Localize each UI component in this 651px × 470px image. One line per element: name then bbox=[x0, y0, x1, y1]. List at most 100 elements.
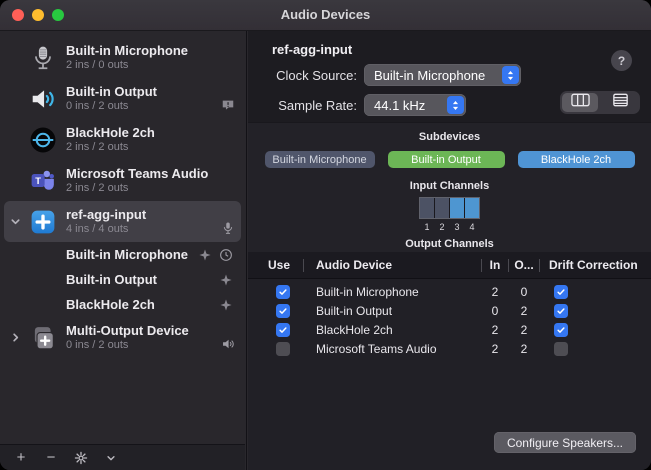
device-detail-panel: ref-agg-input ? Clock Source: Built-in M… bbox=[248, 31, 651, 470]
sidebar-subitem-built-in-output[interactable]: Built-in Output bbox=[4, 267, 241, 292]
subdevice-table-section: Use Audio Device In O... Drift Correctio… bbox=[248, 252, 651, 470]
use-cell bbox=[248, 303, 303, 318]
clock-icon bbox=[219, 248, 233, 262]
table-row-microsoft-teams-audio[interactable]: Microsoft Teams Audio 2 2 bbox=[248, 339, 651, 358]
table-row-built-in-microphone[interactable]: Built-in Microphone 2 0 bbox=[248, 282, 651, 301]
drift-icon bbox=[198, 248, 212, 262]
sample-rate-popup[interactable]: 44.1 kHz bbox=[364, 94, 466, 116]
output-channels-title: Output Channels bbox=[405, 238, 494, 250]
chevron-right-icon[interactable] bbox=[10, 332, 30, 343]
drift-correction-checkbox[interactable] bbox=[554, 341, 568, 356]
popup-stepper-icon bbox=[502, 66, 519, 84]
add-device-button[interactable]: + bbox=[16, 449, 26, 466]
clock-source-popup[interactable]: Built-in Microphone bbox=[364, 64, 521, 86]
table-row-built-in-output[interactable]: Built-in Output 0 2 bbox=[248, 301, 651, 320]
use-checkbox[interactable] bbox=[276, 322, 290, 337]
subdevice-pill-built-in-output[interactable]: Built-in Output bbox=[387, 151, 505, 168]
in-cell: 2 bbox=[491, 341, 499, 356]
chevron-down-icon[interactable] bbox=[96, 445, 126, 470]
chevron-down-icon[interactable] bbox=[10, 216, 30, 227]
sidebar-subitem-built-in-microphone[interactable]: Built-in Microphone bbox=[4, 242, 241, 267]
use-checkbox[interactable] bbox=[276, 284, 290, 299]
drift-cell bbox=[540, 322, 651, 337]
in-cell: 2 bbox=[491, 322, 499, 337]
minimize-button[interactable] bbox=[32, 9, 44, 21]
column-divider bbox=[303, 258, 304, 272]
rows-view-segment[interactable] bbox=[602, 93, 638, 112]
sidebar-item-blackhole-2ch[interactable]: BlackHole 2ch 2 ins / 2 outs bbox=[4, 119, 241, 160]
close-button[interactable] bbox=[12, 9, 24, 21]
table-row-blackhole-2ch[interactable]: BlackHole 2ch 2 2 bbox=[248, 320, 651, 339]
sidebar-item-built-in-output[interactable]: Built-in Output 0 ins / 2 outs bbox=[4, 78, 241, 119]
drift-correction-checkbox[interactable] bbox=[554, 322, 568, 337]
column-header-out[interactable]: O... bbox=[514, 258, 534, 272]
device-cell: BlackHole 2ch bbox=[316, 322, 393, 337]
teams-icon: T bbox=[30, 168, 56, 194]
device-name: BlackHole 2ch bbox=[66, 125, 155, 140]
popup-stepper-icon bbox=[447, 96, 464, 114]
clock-source-label: Clock Source: bbox=[276, 67, 357, 83]
subdevice-name: Built-in Microphone bbox=[66, 247, 189, 262]
help-button[interactable]: ? bbox=[611, 50, 632, 71]
device-subtitle: 0 ins / 2 outs bbox=[66, 339, 129, 351]
sidebar-item-ref-agg-input[interactable]: ref-agg-input 4 ins / 4 outs bbox=[4, 201, 241, 242]
use-checkbox[interactable] bbox=[276, 341, 290, 356]
column-header-audio-device[interactable]: Audio Device bbox=[316, 258, 393, 272]
out-cell: 0 bbox=[520, 284, 528, 299]
gear-icon[interactable] bbox=[66, 445, 96, 470]
sidebar-subitem-blackhole-2ch[interactable]: BlackHole 2ch bbox=[4, 292, 241, 317]
clock-source-value: Built-in Microphone bbox=[374, 67, 486, 83]
device-list: Built-in Microphone 2 ins / 0 outs Built-i… bbox=[0, 37, 245, 444]
badges bbox=[221, 337, 235, 351]
column-divider bbox=[539, 258, 540, 272]
channel-tile-2 bbox=[434, 198, 449, 218]
subdevice-pill-built-in-microphone[interactable]: Built-in Microphone bbox=[264, 151, 375, 168]
device-text: Built-in Microphone 2 ins / 0 outs bbox=[66, 43, 235, 72]
subdevices-section: Subdevices Built-in Microphone Built-in O… bbox=[248, 122, 651, 253]
sample-rate-row: Sample Rate: 44.1 kHz bbox=[248, 94, 466, 116]
subdevice-pill-blackhole-2ch[interactable]: BlackHole 2ch bbox=[517, 151, 635, 168]
microphone-badge-icon bbox=[221, 221, 235, 235]
title-bar: Audio Devices bbox=[0, 0, 651, 31]
column-divider bbox=[508, 258, 509, 272]
badges bbox=[219, 273, 233, 287]
svg-text:T: T bbox=[35, 175, 41, 185]
badges bbox=[198, 248, 233, 262]
sidebar-item-microsoft-teams-audio[interactable]: T Microsoft Teams Audio 2 ins / 2 outs bbox=[4, 160, 241, 201]
aggregate-plus-icon bbox=[30, 209, 56, 235]
column-header-use[interactable]: Use bbox=[268, 258, 291, 272]
alert-bubble-icon bbox=[221, 98, 235, 112]
column-header-drift-correction[interactable]: Drift Correction bbox=[549, 258, 638, 272]
sidebar-item-multi-output-device[interactable]: Multi-Output Device 0 ins / 2 outs bbox=[4, 317, 241, 358]
channel-number: 4 bbox=[469, 222, 475, 232]
remove-device-button[interactable]: − bbox=[46, 449, 56, 466]
channel-tile-3 bbox=[449, 198, 464, 218]
zoom-button[interactable] bbox=[52, 9, 64, 21]
subdevice-name: Built-in Output bbox=[66, 272, 157, 287]
device-name: ref-agg-input bbox=[66, 207, 147, 222]
device-sidebar: Built-in Microphone 2 ins / 0 outs Built-i… bbox=[0, 31, 247, 470]
use-checkbox[interactable] bbox=[276, 303, 290, 318]
device-name: Microsoft Teams Audio bbox=[66, 166, 209, 181]
use-cell bbox=[248, 322, 303, 337]
use-cell bbox=[248, 341, 303, 356]
input-channels-title: Input Channels bbox=[409, 180, 490, 192]
columns-view-segment[interactable] bbox=[562, 93, 598, 112]
column-header-in[interactable]: In bbox=[489, 258, 501, 272]
badges bbox=[221, 98, 235, 112]
table-header: Use Audio Device In O... Drift Correctio… bbox=[248, 252, 651, 279]
table-body: Built-in Microphone 2 0 Built-in Output 0 2 Bl… bbox=[248, 282, 651, 358]
drift-correction-checkbox[interactable] bbox=[554, 284, 568, 299]
device-subtitle: 2 ins / 2 outs bbox=[66, 182, 129, 194]
subdevice-pills: Built-in Microphone Built-in Output BlackH… bbox=[248, 151, 651, 168]
drift-correction-checkbox[interactable] bbox=[554, 303, 568, 318]
device-text: Microsoft Teams Audio 2 ins / 2 outs bbox=[66, 166, 235, 195]
channel-number: 1 bbox=[424, 222, 430, 232]
device-text: Multi-Output Device 0 ins / 2 outs bbox=[66, 323, 221, 352]
badges bbox=[221, 221, 235, 235]
sidebar-item-built-in-microphone[interactable]: Built-in Microphone 2 ins / 0 outs bbox=[4, 37, 241, 78]
sidebar-toolbar: + − bbox=[0, 444, 245, 470]
blackhole-icon bbox=[30, 127, 56, 153]
configure-speakers-button[interactable]: Configure Speakers... bbox=[493, 432, 636, 453]
